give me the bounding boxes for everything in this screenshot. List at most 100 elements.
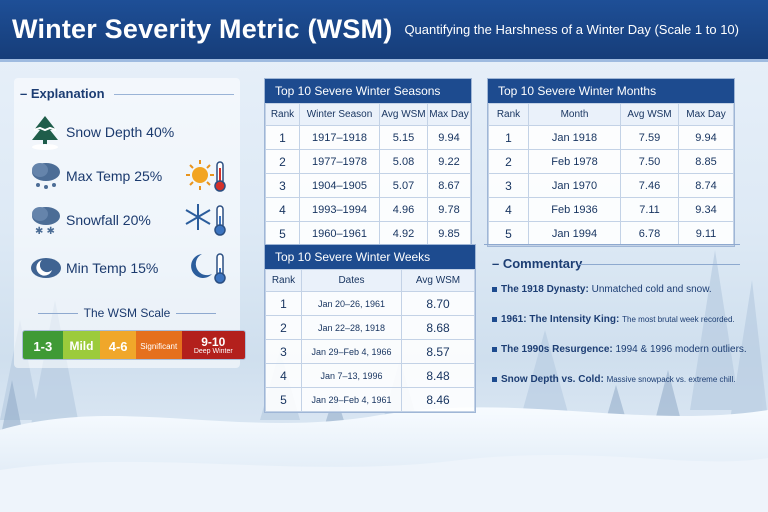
commentary-heading: – Commentary: [492, 256, 583, 271]
divider: [114, 94, 234, 95]
scale-range: 9-10: [201, 335, 226, 349]
seasons-table: Rank Winter Season Avg WSM Max Day 1 1917…: [265, 103, 471, 246]
column-header: Rank: [265, 269, 302, 292]
weeks-table-title: Top 10 Severe Winter Weeks: [265, 245, 475, 269]
commentary-item: The 1990s Resurgence: 1994 & 1996 modern…: [492, 344, 747, 355]
table-row: 1 Jan 1918 7.59 9.94: [488, 125, 734, 150]
table-cell: Feb 1936: [528, 197, 621, 222]
commentary-item: Snow Depth vs. Cold: Massive snowpack vs…: [492, 374, 742, 385]
months-table-title: Top 10 Severe Winter Months: [488, 79, 734, 103]
table-cell: Jan 29–Feb 4, 1961: [301, 387, 402, 412]
factor-min-temp: Min Temp 15%: [14, 248, 240, 288]
seasons-table-title: Top 10 Severe Winter Seasons: [265, 79, 471, 103]
column-header: Dates: [301, 269, 402, 292]
table-cell: Jan 20–26, 1961: [301, 291, 402, 316]
column-header: Avg WSM: [379, 103, 428, 126]
explanation-panel: – Explanation Snow Depth 40% Max Temp 25…: [14, 78, 240, 368]
bullet-icon: [492, 286, 497, 292]
factor-label: Max Temp 25%: [66, 168, 163, 184]
scale-segment-1-3: 1-3: [23, 331, 63, 359]
table-cell: 1904–1905: [299, 173, 380, 198]
svg-text:✱ ✱: ✱ ✱: [35, 226, 55, 236]
table-cell: 9.94: [678, 125, 734, 150]
column-header: Winter Season: [299, 103, 380, 126]
night-cloud-icon: [31, 258, 61, 278]
factor-snowfall: ✱ ✱ Snowfall 20%: [14, 200, 240, 240]
moon-thermometer-icon: [191, 253, 226, 284]
column-header: Avg WSM: [620, 103, 679, 126]
column-header: Rank: [265, 103, 300, 126]
table-cell: 7.46: [620, 173, 679, 198]
table-cell: 5: [265, 221, 300, 246]
table-cell: 4.92: [379, 221, 428, 246]
factor-label: Snowfall 20%: [66, 212, 151, 228]
column-header: Rank: [488, 103, 529, 126]
table-cell: Jan 1994: [528, 221, 621, 246]
scale-segment-significant: Significant: [135, 331, 182, 359]
table-row: 4 Jan 7–13, 1996 8.48: [265, 363, 475, 388]
scale-title: The WSM Scale: [14, 306, 240, 320]
table-cell: 3: [488, 173, 529, 198]
table-cell: Jan 7–13, 1996: [301, 363, 402, 388]
seasons-table-card: Top 10 Severe Winter Seasons Rank Winter…: [264, 78, 472, 247]
table-cell: 4: [265, 197, 300, 222]
table-cell: 2: [265, 149, 300, 174]
divider: [578, 264, 740, 265]
table-row: 1 Jan 20–26, 1961 8.70: [265, 291, 475, 316]
page-subtitle: Quantifying the Harshness of a Winter Da…: [404, 22, 739, 37]
table-cell: 1977–1978: [299, 149, 380, 174]
table-cell: 9.85: [427, 221, 471, 246]
table-cell: 1993–1994: [299, 197, 380, 222]
table-row: 5 Jan 1994 6.78 9.11: [488, 221, 734, 246]
scale-segment-4-6: 4-6: [100, 331, 136, 359]
table-cell: 4: [265, 363, 302, 388]
table-row: 4 Feb 1936 7.11 9.34: [488, 197, 734, 222]
table-cell: 8.74: [678, 173, 734, 198]
table-row: 3 1904–1905 5.07 8.67: [265, 173, 471, 198]
table-row: 1 1917–1918 5.15 9.94: [265, 125, 471, 150]
scale-label: Deep Winter: [193, 348, 233, 355]
table-cell: 7.59: [620, 125, 679, 150]
column-header: Max Day: [427, 103, 471, 126]
table-cell: 9.34: [678, 197, 734, 222]
table-cell: Jan 22–28, 1918: [301, 315, 402, 340]
table-cell: 1: [488, 125, 529, 150]
pine-tree-icon: [32, 116, 58, 150]
table-cell: 8.70: [401, 291, 475, 316]
months-table-card: Top 10 Severe Winter Months Rank Month A…: [487, 78, 735, 247]
scale-segment-9-10: 9-10 Deep Winter: [181, 331, 245, 359]
table-cell: 8.48: [401, 363, 475, 388]
table-cell: 6.78: [620, 221, 679, 246]
table-cell: 7.11: [620, 197, 679, 222]
factor-snow-depth: Snow Depth 40%: [14, 112, 240, 152]
table-cell: 9.22: [427, 149, 471, 174]
table-cell: 5.08: [379, 149, 428, 174]
explanation-heading: – Explanation: [20, 86, 105, 101]
table-cell: 5: [265, 387, 302, 412]
scale-segment-mild: Mild: [62, 331, 101, 359]
snow-cloud-icon: ✱ ✱: [32, 207, 60, 236]
column-header: Avg WSM: [401, 269, 475, 292]
table-cell: 8.85: [678, 149, 734, 174]
table-cell: 2: [265, 315, 302, 340]
table-row: 3 Jan 1970 7.46 8.74: [488, 173, 734, 198]
table-cell: Jan 1970: [528, 173, 621, 198]
page-title: Winter Severity Metric (WSM): [12, 14, 393, 44]
table-cell: 5.15: [379, 125, 428, 150]
bullet-icon: [492, 376, 497, 382]
table-cell: 2: [488, 149, 529, 174]
wsm-scale-bar: 1-3 Mild 4-6 Significant 9-10 Deep Winte…: [22, 330, 246, 360]
table-row: 2 1977–1978 5.08 9.22: [265, 149, 471, 174]
table-row: 3 Jan 29–Feb 4, 1966 8.57: [265, 339, 475, 364]
months-table: Rank Month Avg WSM Max Day 1 Jan 1918 7.59…: [488, 103, 734, 246]
table-cell: 9.11: [678, 221, 734, 246]
table-cell: 1: [265, 291, 302, 316]
table-cell: 5.07: [379, 173, 428, 198]
weeks-table: Rank Dates Avg WSM 1 Jan 20–26, 1961 8.70 …: [265, 269, 475, 412]
factor-label: Min Temp 15%: [66, 260, 159, 276]
table-cell: 5: [488, 221, 529, 246]
commentary-item: The 1918 Dynasty: Unmatched cold and sno…: [492, 284, 742, 295]
table-row: 5 Jan 29–Feb 4, 1961 8.46: [265, 387, 475, 412]
commentary-item: 1961: The Intensity King: The most bruta…: [492, 314, 742, 325]
